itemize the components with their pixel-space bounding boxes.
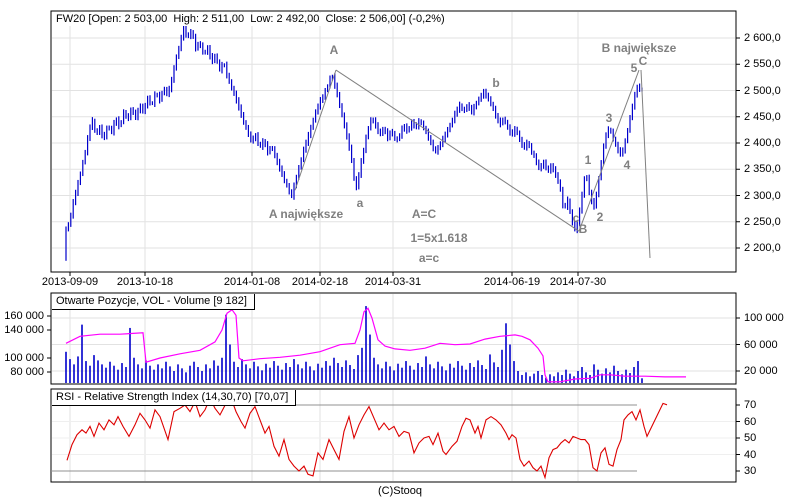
price-chart-title: FW20 [Open: 2 503,00 High: 2 511,00 Low:…	[52, 13, 449, 26]
wave-annotation: 2	[596, 210, 604, 224]
wave-annotation: C	[638, 54, 648, 68]
rsi-axis-label: 50	[744, 432, 757, 444]
date-axis-label: 2014-02-18	[291, 276, 349, 288]
date-axis-label: 2014-03-31	[364, 276, 422, 288]
wave-annotation: A największe	[268, 207, 344, 221]
trendline	[578, 69, 640, 232]
date-axis-label: 2014-06-19	[483, 276, 541, 288]
price-y-axis-label: 2 250,0	[744, 215, 781, 228]
date-axis-label: 2014-07-30	[549, 276, 607, 288]
wave-annotation: 3	[605, 111, 613, 125]
rsi-axis-label: 60	[744, 415, 757, 428]
open-interest-axis-label: 140 000	[4, 324, 44, 336]
price-y-axis-label: 2 550,0	[744, 58, 781, 71]
trendline	[335, 69, 580, 232]
rsi-axis-label: 70	[744, 399, 757, 411]
open-interest-axis-label: 160 000	[4, 310, 44, 322]
open-interest-axis-label: 100 000	[4, 352, 44, 364]
rsi-panel-title: RSI - Relative Strength Index (14,30,70)…	[52, 390, 297, 406]
volume-right-axis-label: 20 000	[744, 365, 778, 377]
price-y-axis-label: 2 400,0	[744, 137, 781, 149]
wave-annotation: b	[492, 76, 500, 90]
wave-annotation: 1=5x1.618	[410, 231, 468, 245]
copyright-label: (C)Stooq	[377, 485, 423, 497]
wave-annotation: a=c	[418, 251, 440, 265]
wave-annotation: c	[572, 211, 580, 225]
rsi-axis-label: 40	[744, 448, 757, 461]
wave-annotation: B największe	[601, 41, 677, 55]
rsi-axis-label: 30	[744, 465, 757, 477]
wave-annotation: 5	[630, 61, 638, 75]
trendline	[294, 69, 337, 191]
price-y-axis-label: 2 300,0	[744, 189, 781, 202]
price-y-axis-label: 2 600,0	[744, 32, 781, 44]
date-axis-label: 2013-09-09	[41, 276, 99, 288]
price-y-axis-label: 2 450,0	[744, 110, 781, 123]
price-y-axis-label: 2 500,0	[744, 84, 781, 97]
wave-annotation: A	[329, 43, 339, 57]
price-y-axis-label: 2 200,0	[744, 242, 781, 254]
volume-right-axis-label: 60 000	[744, 338, 778, 351]
open-interest-line	[65, 307, 686, 383]
wave-annotation: 4	[623, 158, 631, 172]
price-y-axis-label: 2 350,0	[744, 163, 781, 176]
wave-annotation: B	[578, 222, 588, 236]
volume-panel-title: Otwarte Pozycje, VOL - Volume [9 182]	[52, 294, 255, 310]
trendline	[640, 70, 651, 258]
rsi-line	[66, 393, 668, 480]
wave-annotation: a	[356, 196, 364, 210]
date-axis-label: 2014-01-08	[223, 276, 281, 288]
volume-right-axis-label: 100 000	[744, 312, 784, 324]
wave-annotation: 1	[584, 153, 592, 167]
wave-annotation: A=C	[411, 207, 437, 221]
open-interest-axis-label: 80 000	[10, 366, 44, 378]
date-axis-label: 2013-10-18	[116, 276, 174, 288]
